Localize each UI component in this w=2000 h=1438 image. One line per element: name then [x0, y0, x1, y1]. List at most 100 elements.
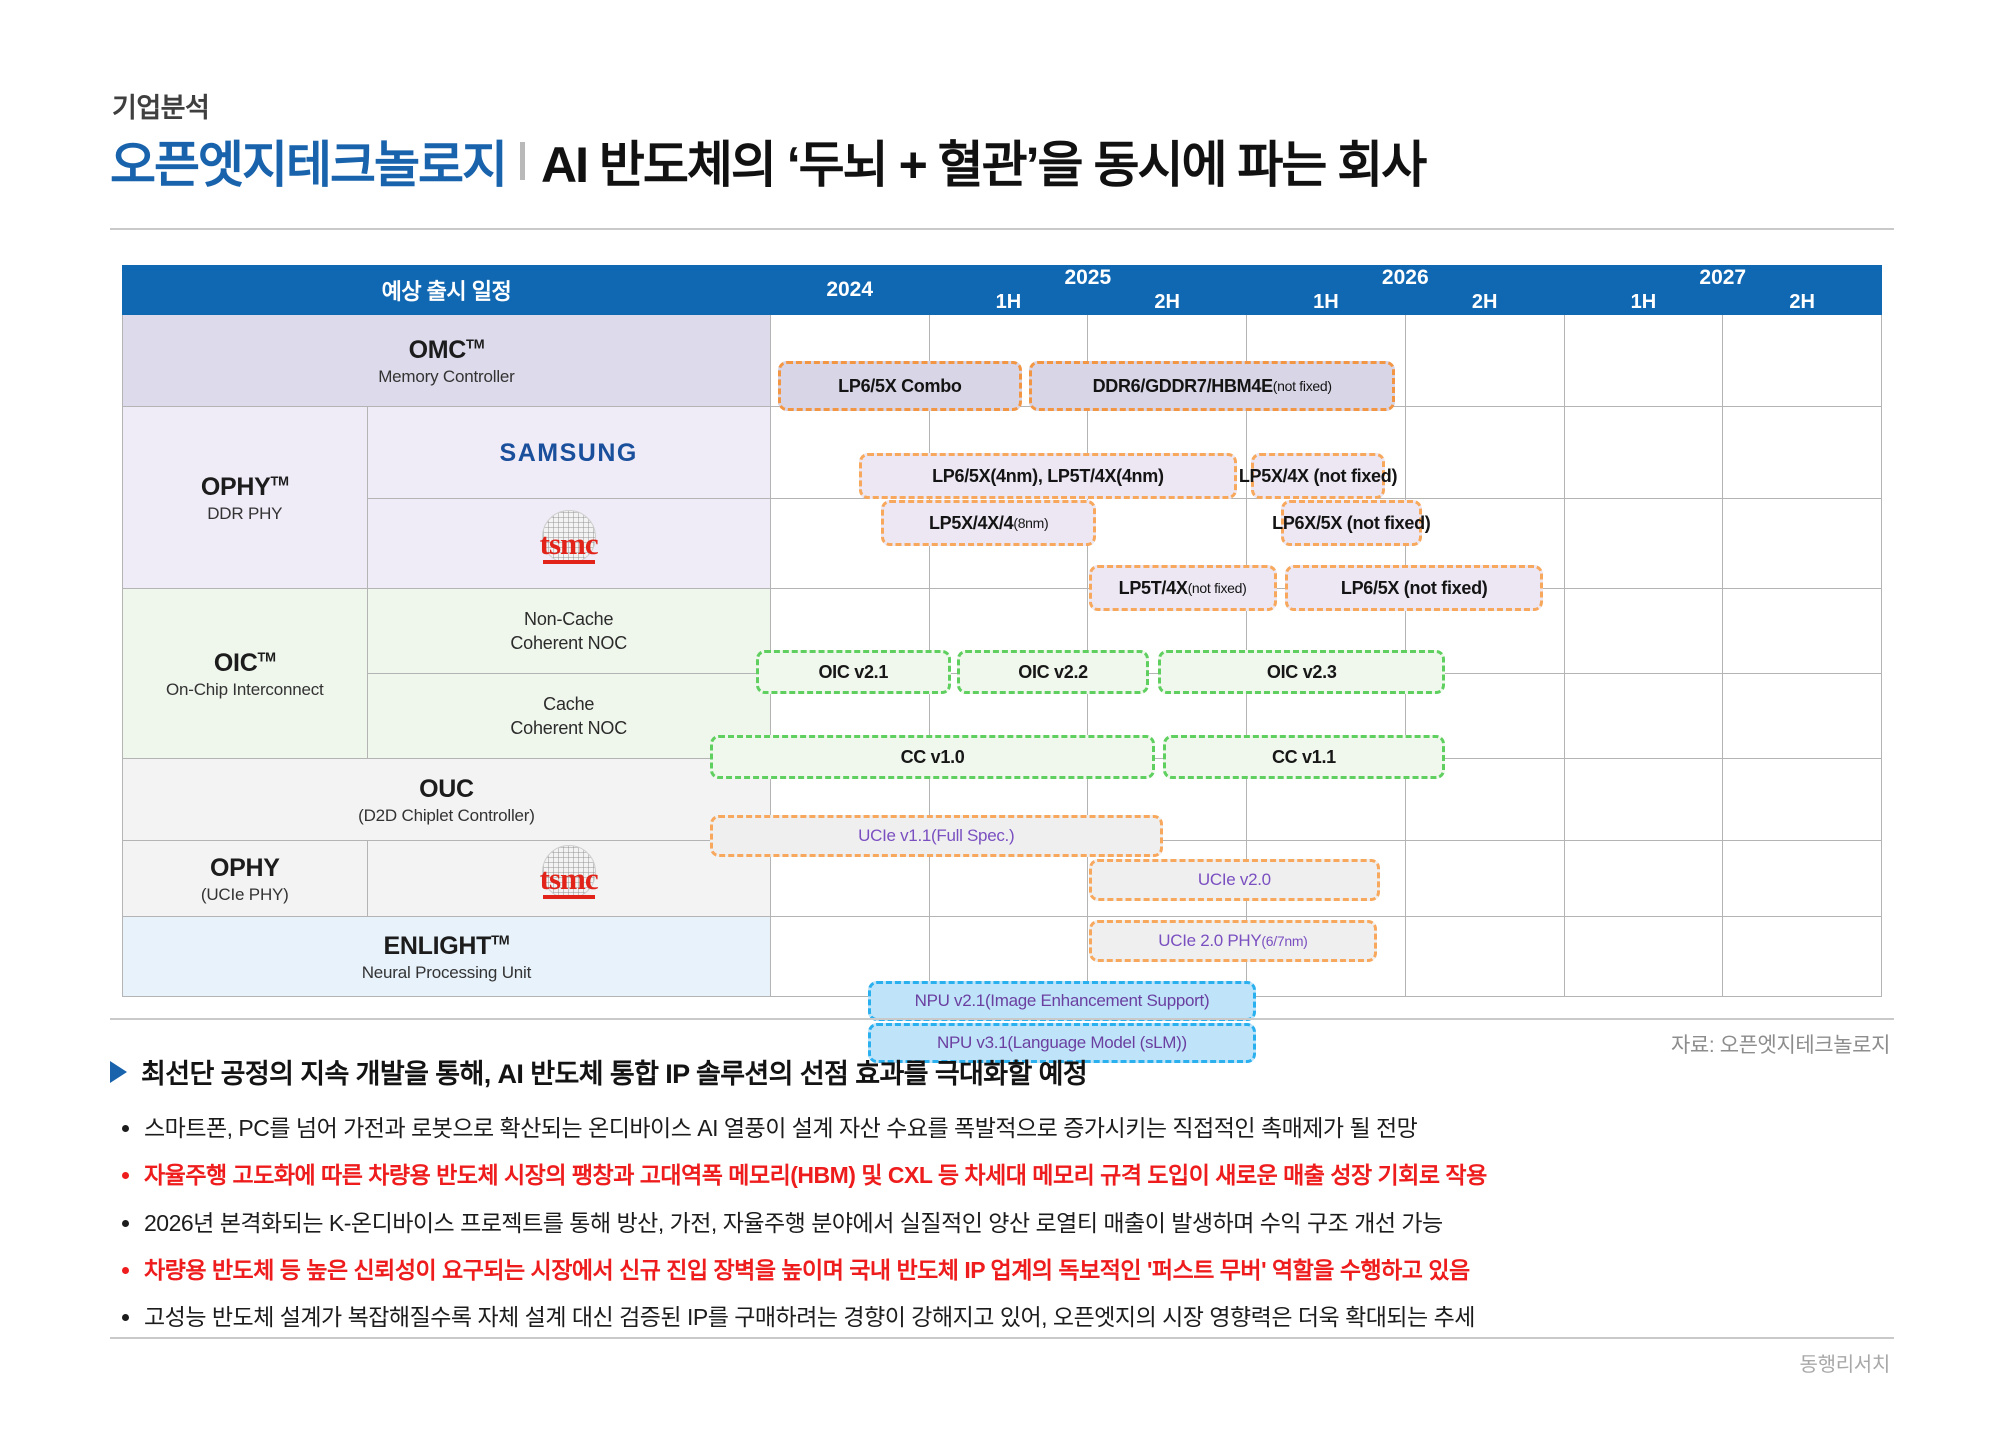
cell-ouc-2026-1h [1246, 758, 1406, 841]
tsmc-logo: tsmc [514, 510, 624, 570]
row-label-omc-title: OMCTM [408, 335, 485, 364]
cell-sam-2026-2h [1404, 406, 1565, 499]
cell-tsmc-2027-2h [1722, 498, 1882, 589]
cell-ouphy-2026-2h [1404, 840, 1565, 917]
row-label-enlight-sub: Neural Processing Unit [361, 962, 532, 982]
row-label-ophy: OPHYTM DDR PHY [122, 406, 368, 589]
cell-ouc-2026-2h [1404, 758, 1565, 841]
cell-omc-2026-1h [1246, 314, 1406, 407]
header-year-2026: 2026 [1246, 265, 1565, 291]
roadmap-bar-label: NPU v3.1(Language Model (sLM)) [937, 1033, 1187, 1052]
cell-oicc-2025-2h [1087, 673, 1248, 759]
footer-brand: 동행리서치 [1799, 1354, 1891, 1376]
cell-tsmc-2024 [769, 498, 930, 589]
row-label-enlight-title: ENLIGHTTM [383, 931, 510, 960]
footer-rule [110, 1337, 1894, 1339]
cell-ouc-2024 [769, 758, 930, 841]
table-header-row-1: 예상 출시 일정 2024 2025 2026 2027 [122, 265, 1882, 315]
tsmc-underline-2 [542, 895, 595, 900]
header-2027-1h: 1H [1563, 290, 1724, 315]
cell-oicc-2026-2h [1404, 673, 1565, 759]
subrow-label-noncache-l1: Non-Cache [524, 608, 614, 629]
header-rule [110, 228, 1894, 230]
cell-ouphy-2025-2h [1087, 840, 1248, 917]
cell-oicnc-2026-1h [1246, 588, 1406, 674]
title-company: 오픈엣지테크놀로지 [110, 137, 508, 193]
samsung-logo: SAMSUNG [499, 438, 638, 467]
tsmc-wordmark-2: tsmc [539, 861, 599, 897]
row-label-oic-sub: On-Chip Interconnect [165, 679, 324, 699]
roadmap-table-wrapper: 예상 출시 일정 2024 2025 2026 2027 1H 2H 1H 2H… [122, 265, 1882, 1063]
cell-ouphy-2027-2h [1722, 840, 1882, 917]
cell-tsmc-2025-2h [1087, 498, 1248, 589]
cell-sam-2025-1h [928, 406, 1089, 499]
cell-sam-2027-2h [1722, 406, 1882, 499]
cell-sam-2027-1h [1563, 406, 1724, 499]
cell-sam-2025-2h [1087, 406, 1248, 499]
cell-enl-2025-1h [928, 916, 1089, 997]
subrow-label-noncache-l2: Coherent NOC [510, 633, 627, 653]
header-year-2027: 2027 [1563, 265, 1882, 291]
row-label-omc-sub: Memory Controller [378, 366, 515, 386]
cell-ouc-2027-1h [1563, 758, 1724, 841]
cell-omc-2025-1h [928, 314, 1089, 407]
vendor-cell-samsung: SAMSUNG [366, 406, 771, 499]
tsmc-wafer-icon [541, 510, 596, 565]
cell-ouphy-2025-1h [928, 840, 1089, 917]
triangle-bullet-icon [110, 1060, 127, 1083]
cell-oicnc-2027-2h [1722, 588, 1882, 674]
cell-enl-2025-2h [1087, 916, 1248, 997]
cell-oicc-2027-2h [1722, 673, 1882, 759]
cell-ouc-2027-2h [1722, 758, 1882, 841]
cell-oicnc-2027-1h [1563, 588, 1724, 674]
row-label-ouc-sub: (D2D Chiplet Controller) [358, 805, 535, 825]
title-divider [520, 142, 525, 180]
summary-section: 최선단 공정의 지속 개발을 통해, AI 반도체 통합 IP 솔루션의 선점 … [110, 1052, 1900, 1350]
row-label-oic-title: OICTM [213, 648, 276, 677]
row-label-ouc-title: OUC [419, 774, 474, 803]
cell-ouc-2025-2h [1087, 758, 1248, 841]
row-label-ophy-title: OPHYTM [200, 472, 289, 501]
page-title: 오픈엣지테크놀로지 AI 반도체의 ‘두뇌 + 혈관’을 동시에 파는 회사 [110, 125, 1427, 197]
cell-ouphy-2026-1h [1246, 840, 1406, 917]
cell-omc-2025-2h [1087, 314, 1248, 407]
cell-enl-2027-2h [1722, 916, 1882, 997]
cell-oicc-2024 [769, 673, 930, 759]
summary-headline-row: 최선단 공정의 지속 개발을 통해, AI 반도체 통합 IP 솔루션의 선점 … [110, 1052, 1900, 1091]
vendor-cell-tsmc-ucie: tsmc [366, 840, 771, 917]
cell-omc-2026-2h [1404, 314, 1565, 407]
tsmc-underline [542, 560, 595, 565]
subrow-label-noncache: Non-Cache Coherent NOC [366, 588, 771, 674]
cell-oicnc-2024 [769, 588, 930, 674]
table-row-oic-noncache: OICTM On-Chip Interconnect Non-Cache Coh… [122, 588, 1882, 759]
cell-tsmc-2025-1h [928, 498, 1089, 589]
cell-enl-2027-1h [1563, 916, 1724, 997]
table-row-ophy-tsmc: tsmc [123, 498, 1882, 589]
subrow-label-cache-l2: Coherent NOC [510, 718, 627, 738]
source-rule [110, 1018, 1894, 1020]
cell-omc-2027-1h [1563, 314, 1724, 407]
table-row-ophy-ucie: OPHY (UCIe PHY) tsmc [122, 840, 1882, 917]
cell-ouc-2025-1h [928, 758, 1089, 841]
source-note: 자료: 오픈엣지테크놀로지 [1671, 1034, 1890, 1057]
summary-bullet-3: 2026년 본격화되는 K-온디바이스 프로젝트를 통해 방산, 가전, 자율주… [122, 1208, 1900, 1238]
cell-enl-2024 [769, 916, 930, 997]
subrow-label-cache-l1: Cache [543, 693, 595, 714]
row-label-ophy-ucie-sub: (UCIe PHY) [200, 884, 289, 904]
header-corner-label: 예상 출시 일정 [122, 265, 771, 315]
cell-oicc-2027-1h [1563, 673, 1724, 759]
row-label-oic: OICTM On-Chip Interconnect [122, 588, 368, 759]
title-headline: AI 반도체의 ‘두뇌 + 혈관’을 동시에 파는 회사 [541, 137, 1427, 193]
cell-ouphy-2024 [769, 840, 930, 917]
cell-oicc-2026-1h [1246, 673, 1406, 759]
header-2025-2h: 2H [1087, 290, 1248, 315]
cell-oicnc-2025-1h [928, 588, 1089, 674]
table-row-ouc: OUC (D2D Chiplet Controller) [122, 758, 1882, 841]
cell-enl-2026-2h [1404, 916, 1565, 997]
summary-bullet-1: 스마트폰, PC를 넘어 가전과 로봇으로 확산되는 온디바이스 AI 열풍이 … [122, 1113, 1900, 1143]
cell-oicnc-2025-2h [1087, 588, 1248, 674]
cell-tsmc-2026-1h [1246, 498, 1406, 589]
row-label-omc: OMCTM Memory Controller [122, 314, 771, 407]
cell-tsmc-2026-2h [1404, 498, 1565, 589]
